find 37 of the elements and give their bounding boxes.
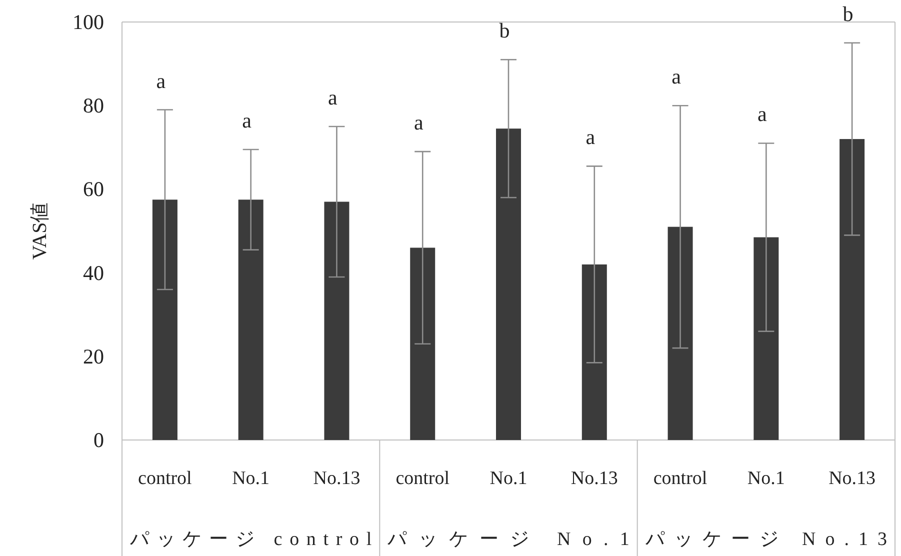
- x-tick-label: No.1: [490, 468, 528, 489]
- y-tick-label: 100: [72, 10, 104, 34]
- text: パッケージ No.13: [644, 529, 887, 550]
- annotation: a: [414, 110, 424, 135]
- x-tick-label: No.13: [313, 468, 360, 489]
- annotation: b: [499, 18, 510, 43]
- annotation: a: [758, 102, 768, 126]
- bar: [152, 200, 178, 440]
- annotation: a: [672, 64, 682, 89]
- x-tick-label: No.13: [828, 468, 876, 489]
- annotation: b: [842, 2, 854, 26]
- annotation: a: [328, 86, 338, 110]
- x-tick-label: control: [138, 468, 192, 489]
- bar: [496, 128, 521, 440]
- annotation: a: [242, 108, 252, 132]
- y-tick-label: 0: [94, 428, 104, 452]
- bar: [238, 200, 264, 440]
- y-tick-label: 40: [83, 260, 104, 285]
- x-tick-label: No.1: [232, 468, 270, 489]
- bar: [410, 248, 436, 440]
- bar: [324, 202, 350, 440]
- x-tick-label: control: [396, 468, 450, 489]
- annotation: a: [586, 125, 596, 150]
- bar: [840, 139, 865, 440]
- bar: [754, 237, 779, 440]
- x-tick-label: No.1: [747, 468, 785, 489]
- y-tick-label: 80: [83, 94, 104, 118]
- bar: [582, 264, 607, 440]
- y-tick-label: 20: [83, 344, 104, 368]
- bar: [668, 226, 693, 440]
- x-tick-label: control: [653, 468, 708, 489]
- text: パッケージ control: [129, 529, 372, 550]
- y-tick-label: 60: [83, 177, 104, 202]
- annotation: a: [156, 68, 166, 93]
- y-axis-title: VAS値: [29, 202, 51, 260]
- text: パッケージ No.1: [386, 529, 630, 550]
- x-tick-label: No.13: [570, 468, 618, 489]
